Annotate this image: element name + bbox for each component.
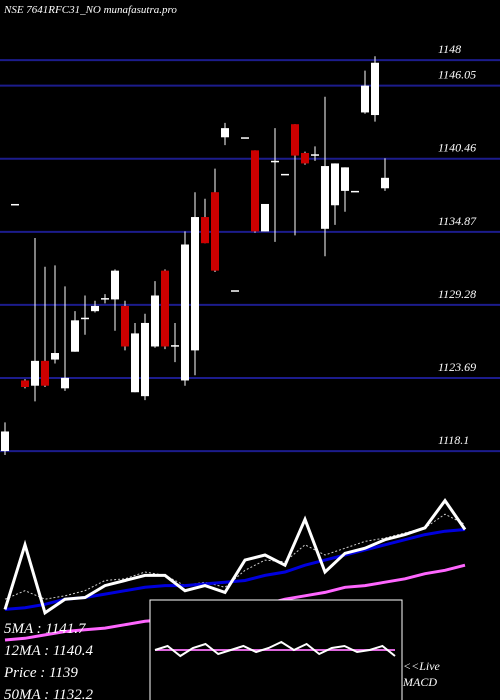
candle-body (11, 203, 19, 206)
y-tick-label: 1140.46 (438, 141, 476, 155)
candle-body (321, 166, 329, 229)
candle-body (361, 85, 369, 113)
candle-body (21, 380, 29, 388)
indicator-label: 12MA : 1140.4 (4, 643, 94, 659)
candle-body (281, 173, 289, 176)
candle-body (161, 270, 169, 347)
indicator-label: 5MA : 1141.7 (4, 621, 87, 637)
candle-body (81, 317, 89, 320)
y-tick-label: 1134.87 (438, 214, 477, 228)
candle-body (171, 345, 179, 347)
candle-body (31, 360, 39, 386)
candle-body (331, 163, 339, 206)
y-tick-label: 1148 (438, 42, 461, 56)
candle-body (101, 298, 109, 300)
candle-body (91, 305, 99, 312)
y-tick-label: 1146.05 (438, 68, 476, 82)
candle-body (1, 431, 9, 452)
candle-body (251, 150, 259, 232)
y-tick-label: 1118.1 (438, 433, 469, 447)
candle-body (221, 128, 229, 138)
candle-body (351, 190, 359, 193)
macd-label: <<Live (403, 659, 441, 673)
candle-body (141, 322, 149, 397)
indicator-label: Price : 1139 (3, 665, 78, 681)
chart-title: NSE 7641RFC31_NO munafasutra.pro (3, 4, 177, 16)
candle-body (291, 124, 299, 156)
candle-body (301, 152, 309, 164)
y-tick-label: 1129.28 (438, 287, 476, 301)
candle-body (381, 177, 389, 189)
candle-body (311, 154, 319, 156)
candle-body (111, 270, 119, 300)
candle-body (371, 62, 379, 116)
candle-body (51, 353, 59, 360)
candle-body (131, 333, 139, 393)
candle-body (61, 377, 69, 389)
candle-body (71, 320, 79, 352)
y-tick-label: 1123.69 (438, 360, 476, 374)
indicator-line (154, 640, 396, 658)
indicator-label: 50MA : 1132.2 (4, 687, 94, 700)
indicator-line (3, 498, 467, 616)
candle-body (151, 295, 159, 347)
candle-body (121, 305, 129, 347)
candle-body (241, 137, 249, 139)
candle-body (201, 217, 209, 244)
candle-body (41, 360, 49, 386)
candle-body (181, 244, 189, 381)
candle-body (191, 217, 199, 351)
candle-body (341, 167, 349, 191)
macd-label: MACD (402, 675, 437, 689)
candle-body (231, 290, 239, 292)
candle-body (211, 192, 219, 271)
candle-body (261, 203, 269, 232)
candle-body (271, 160, 279, 163)
